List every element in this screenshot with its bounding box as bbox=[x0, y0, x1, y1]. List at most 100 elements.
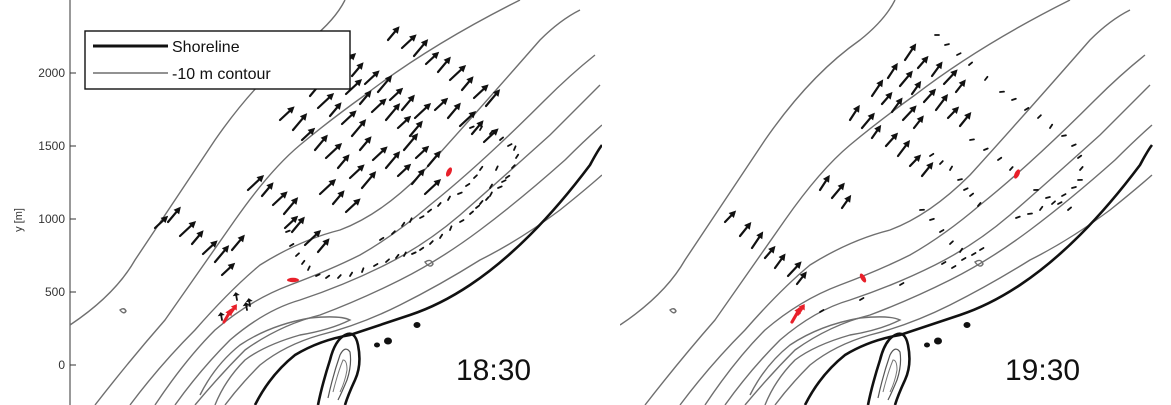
velocity-arrow bbox=[360, 171, 377, 190]
velocity-arrow bbox=[479, 199, 484, 205]
velocity-arrow bbox=[301, 259, 306, 265]
velocity-arrow bbox=[303, 229, 322, 247]
velocity-arrow bbox=[859, 297, 865, 301]
rock-2 bbox=[934, 337, 942, 345]
velocity-arrow bbox=[447, 195, 451, 201]
small-islands bbox=[374, 322, 421, 348]
velocity-arrow bbox=[958, 112, 972, 128]
velocity-arrow bbox=[870, 124, 882, 140]
velocity-arrow bbox=[446, 102, 461, 120]
highlight-mark bbox=[287, 277, 299, 283]
velocity-arrow bbox=[903, 43, 917, 62]
velocity-arrow bbox=[427, 208, 433, 213]
velocity-arrow bbox=[213, 245, 230, 264]
velocity-arrow bbox=[984, 75, 989, 81]
velocity-arrow bbox=[977, 201, 982, 207]
velocity-arrow bbox=[316, 92, 335, 110]
y-tick-label: 1500 bbox=[38, 139, 65, 153]
velocity-arrow bbox=[515, 153, 520, 159]
velocity-arrow bbox=[291, 113, 308, 132]
island-outline bbox=[866, 332, 911, 405]
velocity-arrow bbox=[282, 197, 299, 216]
velocity-arrow bbox=[786, 261, 802, 278]
rock-3 bbox=[963, 322, 971, 328]
velocity-arrow bbox=[423, 178, 442, 196]
velocity-arrow bbox=[830, 182, 845, 200]
time-label-left: 18:30 bbox=[456, 354, 531, 387]
velocity-arrow bbox=[939, 229, 945, 233]
shoreline bbox=[253, 144, 602, 405]
velocity-arrow bbox=[153, 215, 169, 230]
y-tick-label: 0 bbox=[58, 358, 65, 372]
velocity-arrow bbox=[414, 145, 430, 160]
velocity-arrow bbox=[217, 312, 225, 321]
velocity-arrow bbox=[886, 62, 898, 80]
velocity-arrow bbox=[489, 183, 493, 189]
velocity-arrow bbox=[485, 196, 490, 201]
contour-inner-blob bbox=[749, 316, 902, 405]
velocity-arrow bbox=[929, 152, 935, 157]
velocity-arrow bbox=[363, 70, 380, 86]
velocity-arrow bbox=[371, 146, 388, 162]
velocity-arrow bbox=[949, 165, 953, 171]
velocity-arrow bbox=[773, 253, 786, 270]
velocity-arrow bbox=[325, 274, 331, 279]
contour-small-loop-2 bbox=[119, 308, 127, 314]
velocity-arrow bbox=[979, 247, 985, 251]
velocity-arrow bbox=[963, 187, 969, 191]
velocity-arrow bbox=[1045, 196, 1051, 199]
velocity-arrow bbox=[384, 151, 401, 170]
contour-6 bbox=[194, 124, 602, 405]
y-tick-label: 1000 bbox=[38, 212, 65, 226]
velocity-arrow bbox=[433, 97, 449, 112]
velocity-arrow bbox=[402, 133, 419, 152]
contour-small-loop bbox=[424, 259, 434, 267]
velocity-arrow bbox=[750, 231, 764, 250]
velocity-arrow bbox=[1009, 166, 1014, 171]
velocity-arrow bbox=[848, 104, 860, 122]
velocity-arrow bbox=[513, 145, 517, 151]
velocity-arrow bbox=[916, 55, 929, 70]
velocity-arrow bbox=[1061, 193, 1067, 197]
velocity-arrow bbox=[228, 304, 237, 316]
velocity-arrow bbox=[922, 88, 937, 104]
velocity-arrow bbox=[384, 103, 401, 122]
velocity-arrow bbox=[497, 185, 503, 189]
velocity-arrow bbox=[1061, 134, 1067, 137]
velocity-arrow bbox=[890, 97, 903, 114]
velocity-arrow bbox=[507, 143, 513, 147]
velocity-arrow bbox=[190, 230, 204, 246]
island-outline bbox=[316, 332, 361, 405]
velocity-arrow bbox=[448, 64, 467, 82]
velocity-arrow bbox=[939, 160, 944, 165]
velocity-arrow bbox=[396, 163, 412, 178]
velocity-arrow bbox=[295, 252, 300, 257]
velocity-arrow bbox=[376, 75, 393, 94]
legend: Shoreline -10 m contour bbox=[84, 30, 351, 90]
velocity-arrow bbox=[495, 165, 499, 171]
velocity-arrow bbox=[1039, 205, 1044, 211]
legend-label-shoreline: Shoreline bbox=[172, 39, 240, 56]
velocity-arrow bbox=[1015, 215, 1021, 219]
velocity-arrow bbox=[896, 140, 911, 158]
velocity-arrow bbox=[358, 136, 372, 152]
velocity-arrow bbox=[501, 179, 507, 183]
velocity-arrow bbox=[1011, 97, 1017, 101]
velocity-arrow bbox=[388, 87, 404, 102]
highlight-marks bbox=[222, 167, 453, 324]
velocity-arrow bbox=[386, 26, 400, 42]
velocity-arrow bbox=[479, 125, 483, 131]
velocity-arrow bbox=[459, 219, 465, 223]
velocity-arrow bbox=[1067, 206, 1072, 211]
velocity-arrow bbox=[409, 217, 413, 223]
velocity-arrow bbox=[912, 115, 924, 130]
velocity-arrow bbox=[983, 147, 989, 151]
velocity-arrow bbox=[941, 261, 947, 265]
time-label-right: 19:30 bbox=[1005, 354, 1080, 387]
velocity-arrow bbox=[315, 273, 321, 277]
velocity-arrow bbox=[511, 164, 516, 169]
velocity-arrow bbox=[1071, 186, 1077, 189]
velocity-arrow bbox=[819, 309, 825, 313]
velocity-arrow bbox=[971, 252, 977, 256]
